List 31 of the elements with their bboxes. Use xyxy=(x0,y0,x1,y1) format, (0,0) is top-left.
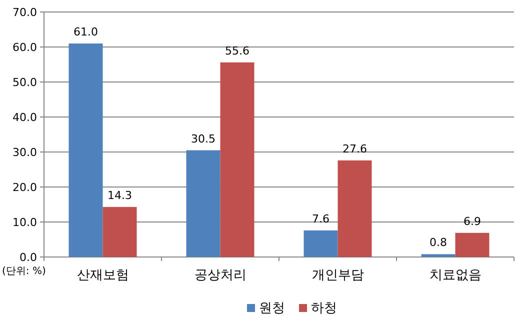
bar xyxy=(338,160,372,257)
x-tick-label: 개인부담 xyxy=(312,268,364,283)
x-tick-label: 공상처리 xyxy=(194,268,246,283)
y-tick-label: 60.0 xyxy=(12,41,37,54)
data-label: 30.5 xyxy=(191,132,216,146)
data-label: 0.8 xyxy=(430,236,447,250)
bar xyxy=(186,150,220,257)
data-label: 6.9 xyxy=(464,214,481,228)
y-tick-label: 30.0 xyxy=(12,146,37,159)
y-tick-label: 70.0 xyxy=(12,6,37,19)
x-tick-label: 치료없음 xyxy=(429,268,482,283)
y-tick-label: 50.0 xyxy=(12,76,37,89)
y-tick-label: 0.0 xyxy=(20,251,37,264)
y-tick-label: 20.0 xyxy=(12,181,37,194)
legend-label: 원청 xyxy=(259,301,285,316)
data-label: 14.3 xyxy=(108,188,132,202)
y-tick-label: 40.0 xyxy=(12,111,37,124)
bar xyxy=(304,230,338,257)
data-label: 61.0 xyxy=(74,26,98,38)
data-label: 55.6 xyxy=(225,44,250,58)
bar xyxy=(455,232,490,257)
y-tick-label: 10.0 xyxy=(12,216,37,229)
data-label: 27.6 xyxy=(342,142,367,156)
legend-label: 하청 xyxy=(311,301,337,316)
x-tick-label: 산재보험 xyxy=(76,268,129,283)
bar xyxy=(421,254,456,257)
bar xyxy=(220,62,254,257)
data-label: 7.6 xyxy=(312,212,330,226)
text: (단위: %) xyxy=(2,266,46,277)
bar xyxy=(102,206,137,257)
bar xyxy=(68,44,103,257)
